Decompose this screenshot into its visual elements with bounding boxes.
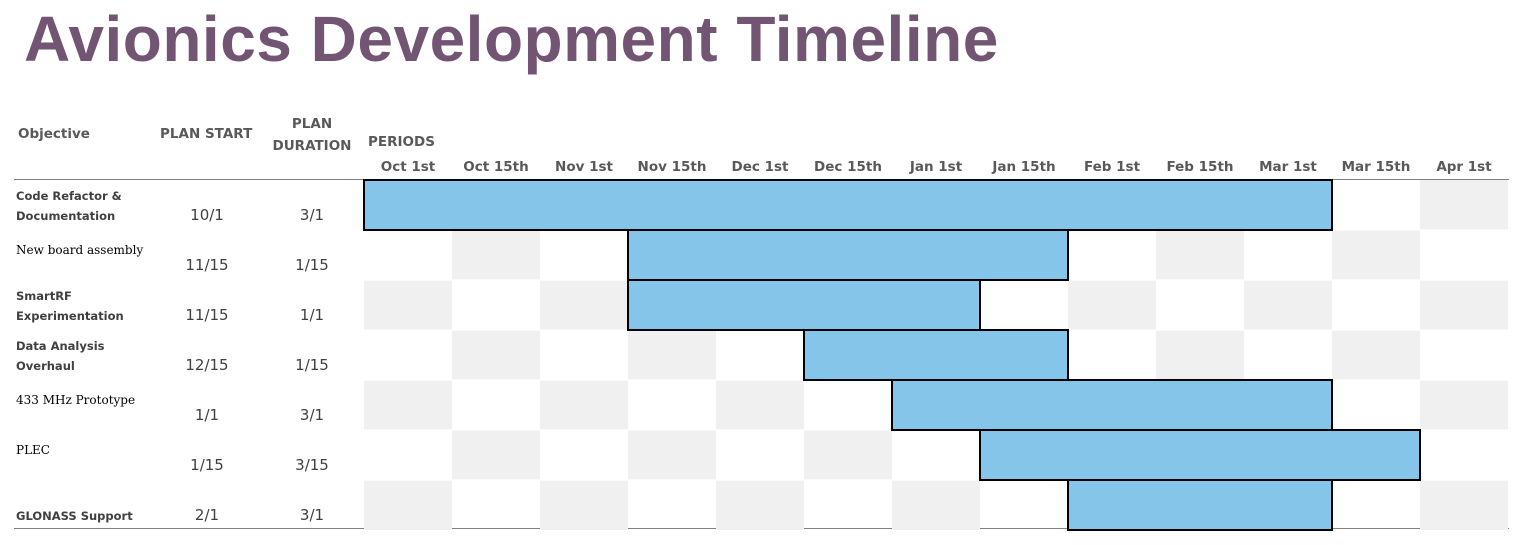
plan-duration-value: 1/15 (295, 256, 329, 274)
grid-cell-shade (1420, 480, 1508, 530)
period-label: Oct 1st (380, 159, 436, 175)
grid-cell-shade (452, 430, 540, 480)
gantt-bar (803, 329, 1069, 381)
grid-cell-shade (804, 430, 892, 480)
objective-line1: Data Analysis (16, 339, 105, 353)
plan-start-value: 1/1 (194, 406, 220, 424)
plan-duration-value: 3/1 (299, 206, 325, 224)
objective-label: 433 MHz Prototype (16, 393, 136, 407)
period-label: Feb 1st (1083, 159, 1141, 175)
grid-cell-shade (1420, 280, 1508, 330)
plan-duration-header: PLAN DURATION (272, 113, 352, 157)
grid-cell-shade (364, 480, 452, 530)
objective-line2: Overhaul (16, 359, 75, 373)
objective-label: SmartRF Experimentation (16, 286, 152, 326)
plan-duration-header-line1: PLAN (291, 116, 333, 132)
plan-duration-header-line2: DURATION (272, 138, 352, 154)
grid-cell-shade (628, 430, 716, 480)
period-label: Apr 1st (1436, 159, 1492, 175)
period-label: Nov 1st (555, 159, 613, 175)
plan-duration-value: 3/15 (295, 456, 329, 474)
grid-cell-shade (1244, 280, 1332, 330)
objective-label: Code Refactor & Documentation (16, 186, 152, 226)
grid-cell-shade (452, 330, 540, 380)
plan-duration-value: 3/1 (299, 506, 325, 524)
gantt-bar (891, 379, 1333, 431)
grid-cell-shade (364, 280, 452, 330)
period-label: Oct 15th (463, 159, 529, 175)
period-label: Mar 1st (1259, 159, 1317, 175)
objective-line2: Experimentation (16, 309, 124, 323)
periods-header: PERIODS (368, 134, 435, 150)
gantt-bar (1067, 479, 1333, 531)
gantt-bar (363, 179, 1333, 231)
grid-cell-shade (1332, 330, 1420, 380)
plan-start-value: 10/1 (190, 206, 224, 224)
gantt-bar (627, 229, 1069, 281)
objective-label: GLONASS Support (16, 509, 133, 523)
grid-cell-shade (1332, 230, 1420, 280)
grid-cell-shade (540, 280, 628, 330)
plan-start-value: 1/15 (190, 456, 224, 474)
period-label: Nov 15th (637, 159, 707, 175)
grid-cell-shade (1156, 330, 1244, 380)
objective-line1: Code Refactor & (16, 189, 122, 203)
grid-cell-shade (892, 480, 980, 530)
objective-header: Objective (18, 126, 90, 142)
period-label: Dec 15th (814, 159, 882, 175)
gantt-bar (627, 279, 981, 331)
plan-duration-value: 1/15 (295, 356, 329, 374)
page-title: Avionics Development Timeline (24, 3, 999, 75)
objective-line1: SmartRF (16, 289, 72, 303)
period-label: Feb 15th (1166, 159, 1234, 175)
objective-line2: Documentation (16, 209, 116, 223)
plan-start-value: 11/15 (185, 256, 229, 274)
objective-label: New board assembly (16, 243, 144, 257)
grid-cell-shade (540, 380, 628, 430)
grid-cell-shade (364, 380, 452, 430)
period-label: Dec 1st (731, 159, 789, 175)
grid-cell-shade (1420, 380, 1508, 430)
grid-cell-shade (452, 230, 540, 280)
plan-start-header: PLAN START (160, 126, 253, 142)
grid-cell-shade (716, 480, 804, 530)
plan-duration-value: 1/1 (299, 306, 325, 324)
objective-label: PLEC (16, 443, 50, 457)
grid-cell-shade (716, 380, 804, 430)
plan-start-value: 12/15 (185, 356, 229, 374)
grid-cell-shade (540, 480, 628, 530)
period-label: Mar 15th (1341, 159, 1411, 175)
plan-start-value: 11/15 (185, 306, 229, 324)
period-label: Jan 1st (909, 159, 963, 175)
grid-cell-shade (1420, 180, 1508, 230)
grid-cell-shade (1068, 280, 1156, 330)
period-label: Jan 15th (992, 159, 1056, 175)
grid-cell-shade (628, 330, 716, 380)
plan-duration-value: 3/1 (299, 406, 325, 424)
objective-label: Data Analysis Overhaul (16, 336, 152, 376)
grid-cell-shade (1156, 230, 1244, 280)
gantt-bar (979, 429, 1421, 481)
plan-start-value: 2/1 (194, 506, 220, 524)
